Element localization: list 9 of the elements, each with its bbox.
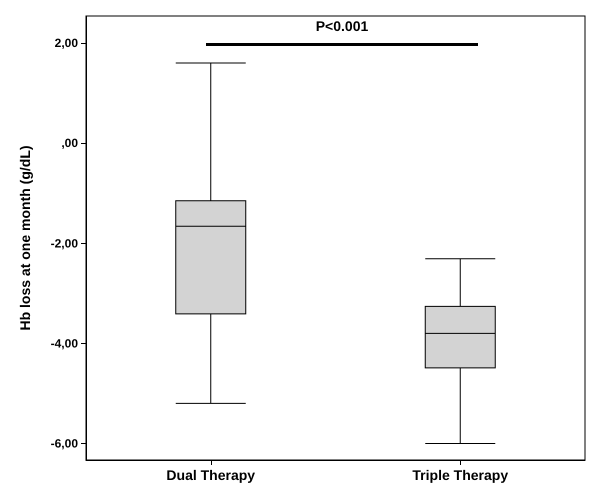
annotation: P<0.001 bbox=[316, 18, 368, 34]
y-tick-label: ,00 bbox=[61, 136, 78, 150]
y-tick-label: -2,00 bbox=[50, 236, 78, 250]
y-axis-title: Hb loss at one month (g/dL) bbox=[17, 145, 33, 331]
x-tick-label: Dual Therapy bbox=[166, 467, 256, 483]
x-tick-label: Triple Therapy bbox=[412, 467, 508, 483]
y-tick-label: 2,00 bbox=[54, 36, 78, 50]
y-tick-label: -4,00 bbox=[50, 336, 78, 350]
y-tick-label: -6,00 bbox=[50, 436, 78, 450]
